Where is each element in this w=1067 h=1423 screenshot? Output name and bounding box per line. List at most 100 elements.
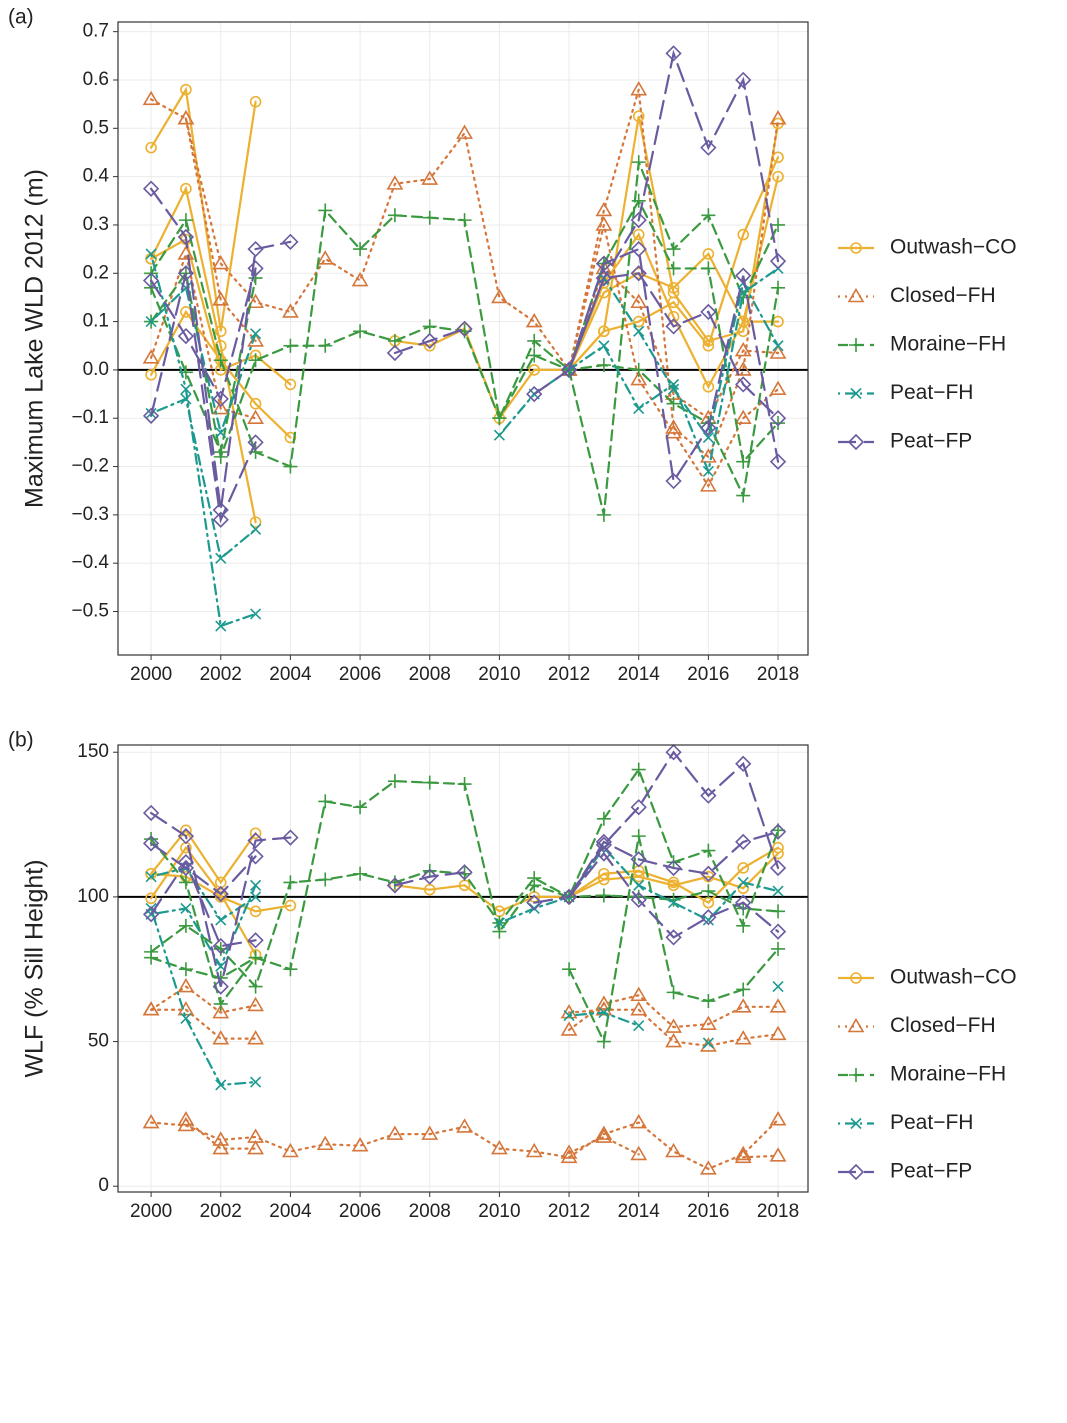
marker xyxy=(491,288,508,304)
marker xyxy=(456,320,473,337)
marker xyxy=(560,361,578,379)
x-tick-label: 2006 xyxy=(339,664,381,685)
marker xyxy=(213,353,228,368)
marker xyxy=(849,1068,863,1082)
x-tick-label: 2000 xyxy=(130,1201,172,1222)
marker xyxy=(283,875,298,890)
y-tick-label: −0.2 xyxy=(71,456,109,477)
marker xyxy=(180,1012,192,1024)
series-line xyxy=(184,1118,780,1159)
marker xyxy=(769,1025,787,1041)
x-tick-label: 2002 xyxy=(200,1201,242,1222)
x-tick-label: 2016 xyxy=(687,664,729,685)
marker xyxy=(771,941,786,956)
marker xyxy=(283,338,298,353)
marker xyxy=(735,71,752,89)
y-tick-label: 0 xyxy=(98,1175,109,1196)
x-tick-label: 2018 xyxy=(757,664,799,685)
marker xyxy=(560,888,578,906)
marker xyxy=(666,985,681,1000)
marker xyxy=(177,228,195,246)
marker xyxy=(769,823,787,840)
marker xyxy=(178,962,193,977)
x-tick-label: 2004 xyxy=(269,1201,312,1222)
marker xyxy=(596,1034,611,1049)
marker xyxy=(456,124,473,139)
marker xyxy=(769,344,787,359)
marker xyxy=(422,775,437,790)
marker xyxy=(630,265,647,282)
marker xyxy=(665,1032,682,1048)
x-tick-label: 2014 xyxy=(618,664,661,685)
marker xyxy=(665,318,682,335)
marker xyxy=(145,141,157,154)
y-tick-label: 0.4 xyxy=(83,166,110,187)
marker xyxy=(702,248,715,260)
marker xyxy=(598,325,610,338)
legend-label: Peat−FH xyxy=(890,1111,973,1134)
marker xyxy=(667,310,680,323)
series-line xyxy=(149,89,780,459)
marker xyxy=(631,155,646,170)
marker xyxy=(665,744,682,761)
marker xyxy=(771,904,786,919)
marker xyxy=(772,170,784,183)
marker xyxy=(847,433,865,451)
marker xyxy=(737,876,749,888)
marker xyxy=(595,1125,613,1140)
marker xyxy=(630,293,648,309)
marker xyxy=(177,265,195,282)
marker xyxy=(142,835,160,852)
marker xyxy=(737,862,750,874)
marker xyxy=(353,324,368,339)
marker xyxy=(353,800,368,815)
marker xyxy=(145,248,157,260)
x-tick-label: 2006 xyxy=(339,1201,381,1222)
marker xyxy=(527,871,542,886)
marker xyxy=(493,917,505,929)
marker xyxy=(631,362,646,377)
marker xyxy=(247,434,264,451)
marker xyxy=(493,429,505,441)
marker xyxy=(850,242,862,254)
marker xyxy=(247,240,264,258)
marker xyxy=(562,962,577,977)
marker xyxy=(769,859,787,877)
series-line xyxy=(567,851,780,939)
marker xyxy=(212,1140,230,1155)
marker xyxy=(212,511,229,528)
marker xyxy=(769,923,787,940)
marker xyxy=(247,832,264,849)
marker xyxy=(850,972,862,984)
marker xyxy=(247,848,264,865)
marker xyxy=(212,291,230,306)
marker xyxy=(212,885,229,903)
marker xyxy=(491,1140,508,1155)
marker xyxy=(247,932,264,949)
marker xyxy=(850,1117,862,1130)
marker xyxy=(145,316,157,328)
series-line xyxy=(149,397,257,561)
marker xyxy=(735,833,752,851)
x-tick-label: 2016 xyxy=(687,1201,729,1222)
marker xyxy=(248,271,263,286)
marker xyxy=(457,213,472,228)
y-tick-label: 0.2 xyxy=(83,262,109,283)
marker xyxy=(177,327,195,345)
marker xyxy=(667,383,680,395)
marker xyxy=(632,110,645,123)
marker xyxy=(701,843,716,858)
series-line xyxy=(149,985,780,1032)
series-line xyxy=(567,852,780,898)
marker xyxy=(282,303,299,318)
marker xyxy=(772,885,784,897)
marker xyxy=(630,81,648,96)
marker xyxy=(249,827,262,840)
marker xyxy=(180,393,192,405)
marker xyxy=(250,1076,262,1088)
series-line xyxy=(149,273,257,524)
marker xyxy=(630,1001,648,1016)
marker xyxy=(700,303,717,321)
series-line xyxy=(567,272,780,420)
